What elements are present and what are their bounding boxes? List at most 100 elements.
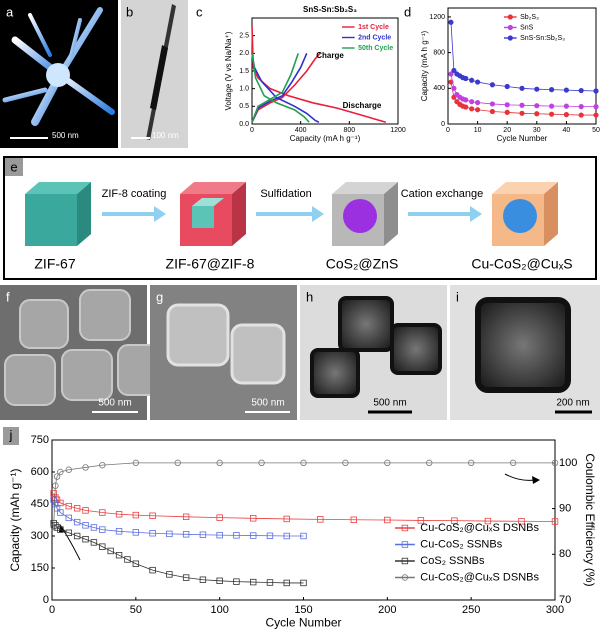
x-tick-label: 300 xyxy=(546,604,564,616)
series-line xyxy=(251,53,310,123)
data-point xyxy=(489,82,495,88)
data-point xyxy=(65,514,72,522)
data-point xyxy=(448,71,454,77)
data-point xyxy=(484,517,492,525)
panel-label: g xyxy=(156,289,163,304)
data-point xyxy=(342,459,349,467)
data-point xyxy=(57,499,64,507)
panel-g-image xyxy=(150,285,297,420)
y-tick-label: 1200 xyxy=(429,14,445,21)
data-point xyxy=(283,515,290,523)
data-point xyxy=(73,505,81,512)
y-tick-label: 750 xyxy=(31,434,49,446)
data-point xyxy=(57,509,64,516)
annotation: Discharge xyxy=(343,101,382,110)
data-point xyxy=(426,459,433,467)
y-tick-label: 600 xyxy=(31,466,49,478)
x-tick-label: 50 xyxy=(592,127,600,134)
data-point xyxy=(182,574,190,581)
data-point xyxy=(518,518,525,525)
data-point xyxy=(249,578,257,586)
data-point xyxy=(174,459,181,467)
data-point xyxy=(519,102,525,108)
data-point xyxy=(578,112,584,118)
data-point xyxy=(469,77,475,83)
series-line xyxy=(53,462,555,527)
plot-frame xyxy=(447,7,597,125)
data-point xyxy=(216,459,223,467)
legend-marker xyxy=(401,557,409,565)
y-axis-label: Voltage (V vs Na/Na⁺) xyxy=(224,31,233,110)
data-point xyxy=(249,515,257,522)
scheme-step: Sulfidation xyxy=(260,188,311,200)
x-tick-label: 1200 xyxy=(390,127,406,134)
x-tick-label: 100 xyxy=(210,604,228,616)
x-axis-label: Cycle Number xyxy=(265,615,341,629)
panel-label: c xyxy=(196,4,203,19)
data-point xyxy=(300,532,307,540)
scale-bar: 500 nm xyxy=(52,131,79,140)
data-point xyxy=(82,507,89,514)
data-point xyxy=(50,496,57,503)
panel-label: a xyxy=(6,4,14,19)
data-point xyxy=(216,514,223,521)
data-point xyxy=(53,496,61,503)
data-point xyxy=(551,518,559,525)
data-point xyxy=(593,104,599,110)
y-tick-label: 2.0 xyxy=(239,50,249,57)
y-axis-label: Capacity (mAh g⁻¹) xyxy=(8,468,22,571)
data-point xyxy=(132,511,140,519)
panel-label: h xyxy=(306,289,313,304)
data-point xyxy=(99,509,106,516)
data-point xyxy=(300,579,307,587)
panel-label-box xyxy=(3,427,19,445)
data-point xyxy=(249,532,257,539)
data-point xyxy=(489,101,495,107)
data-point xyxy=(578,104,584,110)
data-point xyxy=(534,111,540,117)
scheme-stage: Cu-CoS₂@CuₓS xyxy=(471,256,572,272)
data-point xyxy=(149,512,156,519)
panel-label: i xyxy=(456,289,459,304)
legend-marker xyxy=(401,524,409,532)
data-point xyxy=(52,482,59,489)
legend-marker xyxy=(401,574,409,581)
data-point xyxy=(82,522,89,529)
panel-label: b xyxy=(126,4,133,19)
legend-label: CoS₂ SSNBs xyxy=(420,555,485,567)
data-point xyxy=(384,516,391,524)
data-point xyxy=(563,112,570,118)
y2-tick-label: 100 xyxy=(559,457,577,469)
legend-label: Sb₂S₃ xyxy=(520,14,539,21)
data-point xyxy=(474,99,481,106)
data-point xyxy=(132,529,140,536)
data-point xyxy=(534,86,540,92)
legend-label: 2nd Cycle xyxy=(358,34,391,41)
data-point xyxy=(266,579,274,586)
x-tick-label: 40 xyxy=(563,127,571,134)
data-point xyxy=(132,459,140,467)
data-point xyxy=(149,530,156,537)
data-point xyxy=(504,83,510,90)
data-point xyxy=(99,543,106,550)
scale-bar: 500 nm xyxy=(373,398,406,409)
data-point xyxy=(593,112,599,118)
legend-marker xyxy=(507,14,513,20)
panel-label: d xyxy=(404,4,411,19)
x-tick-label: 800 xyxy=(343,127,355,134)
y2-tick-label: 80 xyxy=(559,548,571,560)
data-point xyxy=(90,524,98,531)
legend-label: 1st Cycle xyxy=(358,24,389,31)
data-point xyxy=(182,531,190,538)
legend-label: SnS-Sn:Sb₂S₃ xyxy=(520,35,565,42)
data-point xyxy=(448,19,454,25)
data-point xyxy=(73,518,81,526)
x-tick-label: 400 xyxy=(295,127,307,134)
panel-b-image xyxy=(121,0,188,148)
data-point xyxy=(548,87,555,93)
data-point xyxy=(73,532,81,540)
panel-h-image xyxy=(300,285,447,420)
x-axis-label: Capacity (mA h g⁻¹) xyxy=(290,134,361,143)
x-tick-label: 250 xyxy=(462,604,480,616)
